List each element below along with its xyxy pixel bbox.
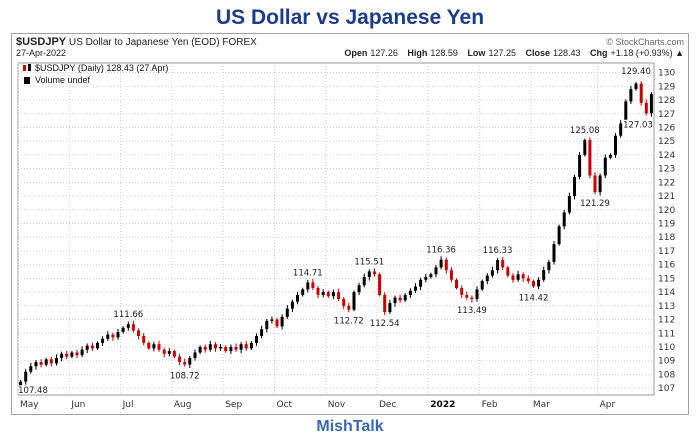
svg-text:May: May <box>20 400 39 409</box>
svg-text:108.72: 108.72 <box>170 372 200 382</box>
svg-text:126: 126 <box>658 124 675 134</box>
price-chart: 107 108 109 110 111 112 113 114 115 116 117 118 119 1… <box>12 59 688 414</box>
page-title: US Dollar vs Japanese Yen <box>215 6 485 29</box>
high-label: High <box>407 48 428 58</box>
svg-text:107: 107 <box>658 384 675 394</box>
svg-text:125: 125 <box>658 137 675 147</box>
chart-header-row-1: $USDJPY US Dollar to Japanese Yen (EOD) … <box>12 35 688 48</box>
svg-text:111: 111 <box>658 329 675 339</box>
svg-text:112.72: 112.72 <box>334 317 364 327</box>
open-label: Open <box>344 48 368 58</box>
chart-date: 27-Apr-2022 <box>16 48 67 58</box>
series-legend-label: $USDJPY (Daily) 128.43 (27 Apr) <box>35 63 169 73</box>
svg-text:114.42: 114.42 <box>519 293 549 303</box>
ohlc-quote: Open 127.26 High 128.59 Low 127.25 Close 128… <box>337 48 684 58</box>
mishtalk-logo: MishTalk <box>316 418 384 435</box>
low-value: 127.25 <box>488 48 516 58</box>
symbol: $USDJPY <box>16 36 67 48</box>
svg-text:2022: 2022 <box>430 400 455 409</box>
svg-text:108: 108 <box>658 370 675 380</box>
svg-text:115.51: 115.51 <box>354 257 384 267</box>
chart-legend: $USDJPY (Daily) 128.43 (27 Apr) Volume u… <box>22 62 168 86</box>
svg-text:107.48: 107.48 <box>18 386 48 396</box>
symbol-description: US Dollar to Japanese Yen (EOD) FOREX <box>68 37 257 48</box>
svg-text:Oct: Oct <box>277 400 293 409</box>
svg-text:115: 115 <box>658 274 675 284</box>
svg-text:Mar: Mar <box>533 400 550 409</box>
candlestick-chart: 107 108 109 110 111 112 113 114 115 116 117 118 119 1… <box>17 62 675 410</box>
svg-text:119: 119 <box>658 220 675 230</box>
svg-text:123: 123 <box>658 165 675 175</box>
svg-text:112.54: 112.54 <box>370 319 400 329</box>
svg-text:113: 113 <box>658 302 675 312</box>
svg-text:127.03: 127.03 <box>623 120 653 130</box>
svg-text:120: 120 <box>658 206 675 216</box>
svg-text:109: 109 <box>658 357 675 367</box>
svg-text:113.49: 113.49 <box>457 306 487 316</box>
chg-value: +1.18 (+0.93%) ▲ <box>610 48 684 58</box>
svg-text:128: 128 <box>658 96 675 106</box>
volume-legend-row: Volume undef <box>22 74 168 86</box>
candlestick-icon <box>23 64 31 71</box>
close-value: 128.43 <box>553 48 581 58</box>
svg-text:Nov: Nov <box>328 400 346 409</box>
chart-header-row-2: 27-Apr-2022 Open 127.26 High 128.59 Low 127… <box>12 48 688 59</box>
svg-text:116: 116 <box>658 261 675 271</box>
svg-text:110: 110 <box>658 343 675 353</box>
svg-text:130: 130 <box>658 69 675 79</box>
svg-text:114: 114 <box>658 288 675 298</box>
svg-text:129.40: 129.40 <box>621 67 651 77</box>
symbol-line: $USDJPY US Dollar to Japanese Yen (EOD) … <box>16 36 257 48</box>
high-value: 128.59 <box>430 48 458 58</box>
svg-text:116.36: 116.36 <box>426 246 456 256</box>
svg-text:121.29: 121.29 <box>580 199 610 209</box>
volume-bar-icon <box>24 77 30 84</box>
chart-panel: $USDJPY US Dollar to Japanese Yen (EOD) … <box>11 33 689 415</box>
page: US Dollar vs Japanese Yen $USDJPY US Dol… <box>0 6 700 436</box>
svg-text:Apr: Apr <box>600 400 616 409</box>
svg-text:Dec: Dec <box>379 400 396 409</box>
open-value: 127.26 <box>370 48 398 58</box>
series-legend-row: $USDJPY (Daily) 128.43 (27 Apr) <box>22 62 168 74</box>
svg-text:111.66: 111.66 <box>113 310 143 320</box>
svg-text:121: 121 <box>658 192 675 202</box>
svg-text:Sep: Sep <box>225 400 242 409</box>
svg-text:127: 127 <box>658 110 675 120</box>
svg-text:125.08: 125.08 <box>570 126 600 136</box>
svg-text:114.71: 114.71 <box>293 268 323 278</box>
svg-text:Feb: Feb <box>482 400 498 409</box>
svg-text:117: 117 <box>658 247 675 257</box>
svg-text:124: 124 <box>658 151 675 161</box>
volume-legend-label: Volume undef <box>35 75 91 85</box>
source-credit: © StockCharts.com <box>606 37 684 47</box>
svg-text:112: 112 <box>658 316 675 326</box>
svg-text:Aug: Aug <box>174 400 192 409</box>
close-label: Close <box>525 48 550 58</box>
svg-text:116.33: 116.33 <box>483 246 513 256</box>
low-label: Low <box>467 48 486 58</box>
svg-text:Jul: Jul <box>122 400 134 409</box>
svg-text:122: 122 <box>658 178 675 188</box>
svg-text:129: 129 <box>658 82 675 92</box>
svg-text:118: 118 <box>658 233 675 243</box>
svg-text:Jun: Jun <box>70 400 85 409</box>
chg-label: Chg <box>590 48 608 58</box>
